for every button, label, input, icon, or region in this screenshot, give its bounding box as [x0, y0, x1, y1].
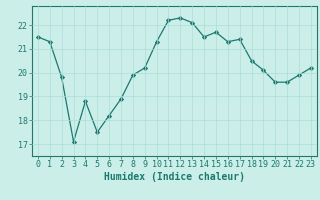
X-axis label: Humidex (Indice chaleur): Humidex (Indice chaleur): [104, 172, 245, 182]
